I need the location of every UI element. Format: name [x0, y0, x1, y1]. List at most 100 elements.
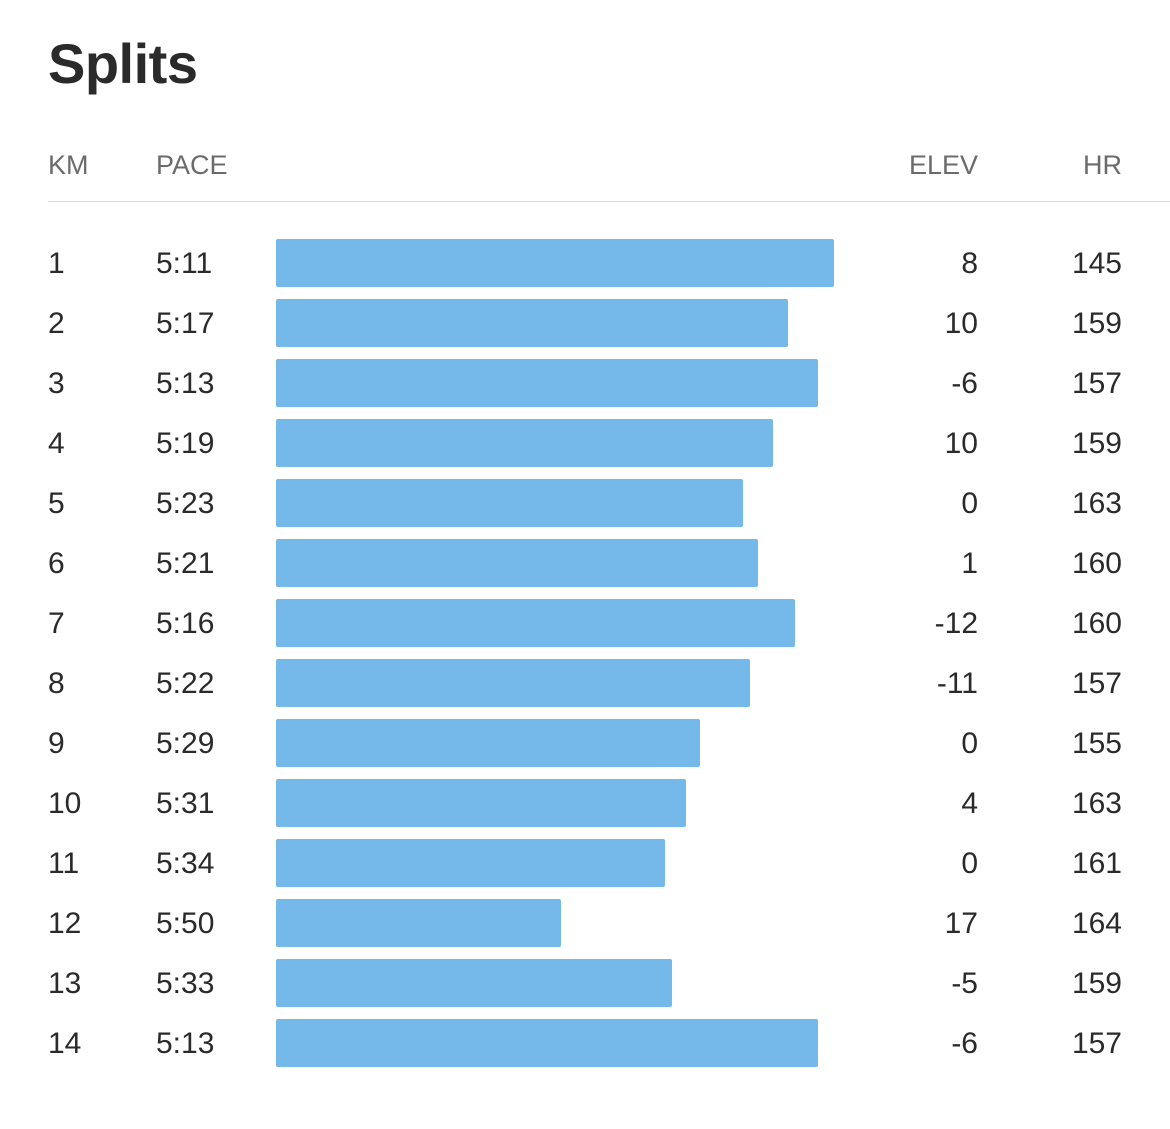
pace-bar	[276, 1019, 818, 1067]
split-elev: -12	[934, 607, 978, 640]
split-hr: 157	[1071, 367, 1122, 400]
pace-bar	[276, 359, 818, 407]
pace-bar	[276, 299, 788, 347]
pace-bar	[276, 779, 686, 827]
split-row: 4 5:19 10 159	[0, 414, 1170, 474]
split-pace: 5:29	[156, 727, 215, 760]
split-elev: 10	[944, 307, 978, 340]
split-elev: -5	[951, 967, 978, 1000]
split-hr: 163	[1071, 787, 1122, 820]
pace-bar-track	[276, 899, 896, 947]
split-pace: 5:19	[156, 427, 215, 460]
column-header-elev: ELEV	[908, 150, 978, 180]
pace-bar-track	[276, 419, 896, 467]
split-pace: 5:16	[156, 607, 215, 640]
split-row: 9 5:29 0 155	[0, 714, 1170, 774]
split-elev: 17	[944, 907, 978, 940]
split-km: 13	[48, 967, 82, 1000]
pace-bar-track	[276, 959, 896, 1007]
pace-bar	[276, 419, 773, 467]
split-elev: -11	[936, 667, 978, 700]
split-elev: -6	[951, 1027, 978, 1060]
column-header-pace: PACE	[156, 150, 228, 180]
split-km: 9	[48, 727, 65, 760]
pace-bar-track	[276, 539, 896, 587]
split-km: 10	[48, 787, 82, 820]
split-km: 3	[48, 367, 65, 400]
pace-bar-track	[276, 719, 896, 767]
split-pace: 5:11	[156, 247, 213, 280]
pace-bar	[276, 959, 672, 1007]
split-row: 11 5:34 0 161	[0, 834, 1170, 894]
split-pace: 5:50	[156, 907, 215, 940]
pace-bar	[276, 239, 834, 287]
split-row: 8 5:22 -11 157	[0, 654, 1170, 714]
split-hr: 145	[1071, 247, 1122, 280]
split-km: 1	[48, 247, 65, 280]
pace-bar-track	[276, 779, 896, 827]
split-pace: 5:13	[156, 1027, 215, 1060]
split-hr: 161	[1071, 847, 1122, 880]
pace-bar-track	[276, 1019, 896, 1067]
split-hr: 159	[1071, 427, 1122, 460]
split-elev: 0	[961, 847, 978, 880]
split-pace: 5:21	[156, 547, 215, 580]
split-hr: 157	[1071, 667, 1122, 700]
split-elev: 1	[961, 547, 978, 580]
split-pace: 5:34	[156, 847, 215, 880]
split-hr: 164	[1071, 907, 1122, 940]
split-km: 8	[48, 667, 65, 700]
split-elev: 4	[961, 787, 978, 820]
pace-bar	[276, 479, 743, 527]
split-hr: 155	[1071, 727, 1122, 760]
split-row: 3 5:13 -6 157	[0, 354, 1170, 414]
column-header-km: KM	[48, 150, 89, 180]
split-km: 11	[48, 847, 80, 880]
split-elev: 8	[961, 247, 978, 280]
split-row: 14 5:13 -6 157	[0, 1014, 1170, 1074]
split-km: 12	[48, 907, 82, 940]
pace-bar-track	[276, 359, 896, 407]
split-row: 13 5:33 -5 159	[0, 954, 1170, 1014]
pace-bar	[276, 899, 561, 947]
pace-bar	[276, 659, 750, 707]
split-pace: 5:22	[156, 667, 215, 700]
split-elev: -6	[951, 367, 978, 400]
split-elev: 0	[961, 487, 978, 520]
pace-bar	[276, 599, 795, 647]
split-km: 5	[48, 487, 65, 520]
split-km: 7	[48, 607, 65, 640]
pace-bar-track	[276, 239, 896, 287]
split-pace: 5:31	[156, 787, 215, 820]
split-elev: 0	[961, 727, 978, 760]
split-km: 4	[48, 427, 65, 460]
pace-bar	[276, 539, 758, 587]
splits-table-header: KM PACE ELEV HR	[0, 140, 1170, 190]
split-hr: 160	[1071, 547, 1122, 580]
header-divider	[48, 201, 1170, 202]
pace-bar-track	[276, 659, 896, 707]
split-pace: 5:17	[156, 307, 215, 340]
split-pace: 5:33	[156, 967, 215, 1000]
split-elev: 10	[944, 427, 978, 460]
split-hr: 159	[1071, 307, 1122, 340]
column-header-hr: HR	[1083, 150, 1122, 180]
pace-bar-track	[276, 599, 896, 647]
pace-bar-track	[276, 299, 896, 347]
split-pace: 5:23	[156, 487, 215, 520]
split-row: 5 5:23 0 163	[0, 474, 1170, 534]
split-row: 7 5:16 -12 160	[0, 594, 1170, 654]
split-km: 2	[48, 307, 65, 340]
splits-table: 1 5:11 8 145 2 5:17 10 159 3 5:13 -6 157 4 5:19 10 159 5…	[0, 234, 1170, 1074]
pace-bar	[276, 719, 700, 767]
split-row: 1 5:11 8 145	[0, 234, 1170, 294]
pace-bar-track	[276, 839, 896, 887]
split-hr: 159	[1071, 967, 1122, 1000]
split-hr: 163	[1071, 487, 1122, 520]
pace-bar	[276, 839, 665, 887]
page-title: Splits	[48, 32, 198, 95]
split-km: 6	[48, 547, 65, 580]
split-row: 10 5:31 4 163	[0, 774, 1170, 834]
split-km: 14	[48, 1027, 82, 1060]
split-row: 6 5:21 1 160	[0, 534, 1170, 594]
